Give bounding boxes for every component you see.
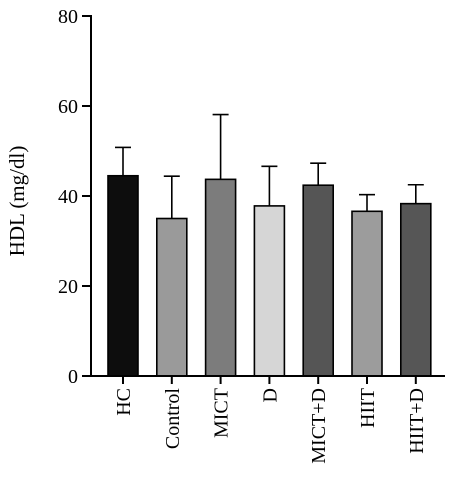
- x-tick-label-d: D: [259, 388, 281, 402]
- y-tick-label-80: 80: [58, 6, 78, 28]
- x-tick-label-hc: HC: [113, 388, 135, 416]
- bar-hc: [107, 174, 139, 377]
- x-tick-label-hiit-d: HIIT+D: [406, 388, 428, 454]
- bar-mict: [204, 178, 237, 377]
- y-tick-label-60: 60: [58, 96, 78, 118]
- bar-hiit-d: [399, 202, 432, 377]
- x-tick-label-hiit: HIIT: [357, 388, 379, 428]
- x-tick-label-mict: MICT: [211, 388, 233, 438]
- y-axis-title: HDL (mg/dl): [5, 146, 29, 257]
- y-tick-label-40: 40: [58, 186, 78, 208]
- x-tick-label-mict-d: MICT+D: [308, 388, 330, 464]
- bar-d: [253, 205, 286, 377]
- y-tick-label-0: 0: [68, 366, 78, 388]
- x-tick-label-control: Control: [162, 388, 184, 450]
- x-ticks-layer: HC Control MICT D MICT+D HIIT HIIT+D: [113, 376, 428, 464]
- bar-control: [156, 217, 188, 377]
- y-ticks-layer: 0 20 40 60 80: [58, 6, 91, 388]
- bar-hiit: [351, 210, 383, 377]
- bar-mict-d: [302, 184, 335, 377]
- error-bars-layer: [115, 113, 424, 219]
- y-tick-label-20: 20: [58, 276, 78, 298]
